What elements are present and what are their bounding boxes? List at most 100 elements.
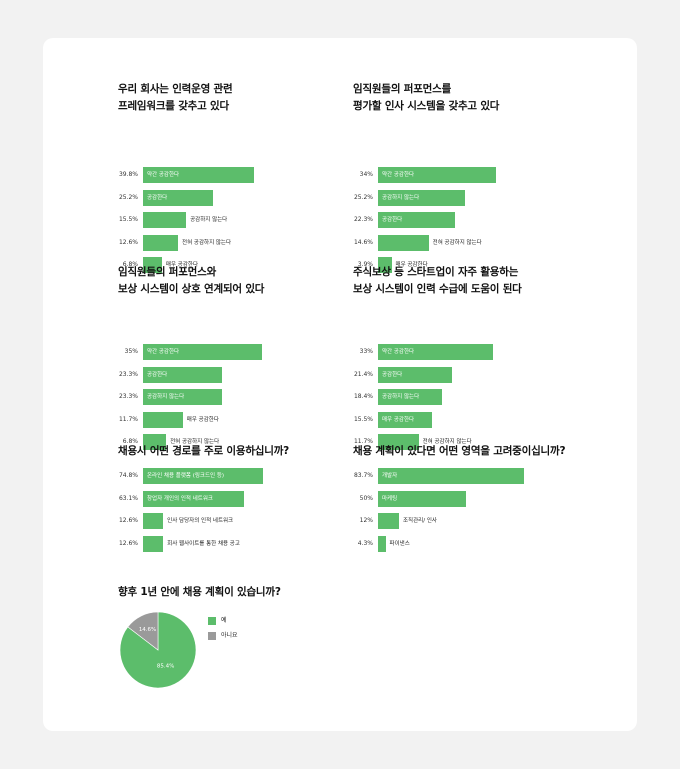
bar-value-label: 14.6% xyxy=(353,238,373,246)
bar xyxy=(378,257,392,273)
bar xyxy=(143,490,244,507)
chart-hiring-areas: 채용 계획이 있다면 어떤 영역을 고려중이십니까? 83.7% 개발자 50% 마케… xyxy=(353,443,613,563)
bar xyxy=(143,434,167,450)
bar-category-label: 약간 공감한다 xyxy=(147,172,180,178)
bar-category-label: 인사 담당자의 인적 네트워크 xyxy=(167,518,234,524)
bar xyxy=(143,344,262,360)
pie-slice-no xyxy=(127,611,159,651)
bar-category-label: 파이낸스 xyxy=(389,540,410,547)
bar-category-label: 마케팅 xyxy=(382,495,398,502)
bar-row: 15.5% 매우 공감한다 xyxy=(353,411,593,428)
bar-row: 83.7% 개발자 xyxy=(353,468,593,484)
bar-value-label: 6.8% xyxy=(122,261,138,268)
bar xyxy=(143,257,162,273)
bar-category-label: 전혀 공감하지 않는다 xyxy=(182,239,232,246)
chart-title: 주식보상 등 스타트업이 자주 활용하는 보상 시스템이 인력 수급에 도움이 … xyxy=(353,266,522,295)
bar-value-label: 11.7% xyxy=(118,415,138,423)
bar-value-label: 35% xyxy=(124,348,138,355)
bar-row: 4.3% 파이낸스 xyxy=(353,535,593,552)
bar-category-label: 공감하지 않는다 xyxy=(147,394,185,400)
pie-value-label: 85.4% xyxy=(157,663,174,669)
pie-chart: 85.4% 14.6% xyxy=(119,611,197,689)
legend-swatch xyxy=(208,617,216,625)
bar xyxy=(143,234,179,251)
bar xyxy=(143,513,164,529)
pie-value-label: 14.6% xyxy=(139,627,156,633)
bar-value-label: 25.2% xyxy=(353,193,373,201)
bar xyxy=(378,490,466,507)
bar xyxy=(378,189,466,206)
legend-label: 아니요 xyxy=(221,632,238,639)
bar-value-label: 12.6% xyxy=(118,238,138,246)
bar-value-label: 23.3% xyxy=(118,393,138,400)
bar-row: 12.6% 전혀 공감하지 않는다 xyxy=(118,234,358,251)
bar-row: 11.7% 전혀 공감하지 않는다 xyxy=(353,434,593,450)
bar-value-label: 23.3% xyxy=(118,370,138,378)
bar-value-label: 15.5% xyxy=(118,216,138,223)
bar-value-label: 11.7% xyxy=(353,438,373,445)
bar-row: 25.2% 공감한다 xyxy=(118,189,358,206)
legend-label: 예 xyxy=(221,617,227,624)
bar-row: 23.3% 공감하지 않는다 xyxy=(118,389,358,405)
bar-row: 12.6% 회사 웹사이트를 통한 채용 공고 xyxy=(118,535,358,552)
bar-value-label: 4.3% xyxy=(357,539,373,547)
pie-slice-yes xyxy=(119,611,197,689)
bar-category-label: 온라인 채용 플랫폼 (링크드인 등) xyxy=(147,473,225,479)
bar-row: 35% 약간 공감한다 xyxy=(118,344,358,360)
bar-category-label: 공감한다 xyxy=(382,371,403,378)
bar-value-label: 12.6% xyxy=(118,517,138,524)
bar xyxy=(378,513,399,529)
bar-row: 74.8% 온라인 채용 플랫폼 (링크드인 등) xyxy=(118,468,358,484)
bar-value-label: 74.8% xyxy=(118,472,138,479)
bar-value-label: 21.4% xyxy=(353,370,373,378)
bar-category-label: 약간 공감한다 xyxy=(382,172,415,178)
bar-value-label: 63.1% xyxy=(118,494,138,502)
bar-value-label: 33% xyxy=(359,348,373,355)
bar xyxy=(378,234,429,251)
bar-value-label: 3.9% xyxy=(357,261,373,268)
chart-hiring-channels: 채용시 어떤 경로를 주로 이용하십니까? 74.8% 온라인 채용 플랫폼 (링… xyxy=(118,443,348,563)
bar xyxy=(378,212,456,228)
bar xyxy=(378,468,525,484)
bar-category-label: 개발자 xyxy=(382,473,398,479)
bar-category-label: 공감한다 xyxy=(147,371,168,378)
bar-value-label: 25.2% xyxy=(118,193,138,201)
bar-row: 11.7% 매우 공감한다 xyxy=(118,411,358,428)
chart-title: 우리 회사는 인력운영 관련 프레임워크를 갖추고 있다 xyxy=(118,83,233,112)
bar-value-label: 22.3% xyxy=(353,216,373,223)
bar-row: 34% 약간 공감한다 xyxy=(353,167,593,183)
bar xyxy=(378,411,432,428)
bar-row: 39.8% 약간 공감한다 xyxy=(118,167,358,183)
legend-swatch xyxy=(208,632,216,640)
bar xyxy=(143,535,164,552)
bar xyxy=(143,468,263,484)
bar-value-label: 12.6% xyxy=(118,539,138,547)
bar-category-label: 매우 공감한다 xyxy=(165,262,198,268)
chart-stock-compensation: 주식보상 등 스타트업이 자주 활용하는 보상 시스템이 인력 수급에 도움이 … xyxy=(353,264,603,450)
chart-hiring-plan: 향후 1년 안에 채용 계획이 있습니까? 85.4% 14.6% 예 아니요 xyxy=(118,584,418,724)
bar-value-label: 18.4% xyxy=(353,393,373,400)
bar-row: 63.1% 창업자 개인의 인적 네트워크 xyxy=(118,490,358,507)
bar-row: 6.8% 매우 공감한다 xyxy=(118,257,358,273)
bar-row: 18.4% 공감하지 않는다 xyxy=(353,389,593,405)
bar xyxy=(378,366,453,383)
bar xyxy=(143,411,183,428)
survey-card: 우리 회사는 인력운영 관련 프레임워크를 갖추고 있다 39.8% 약간 공감한… xyxy=(43,38,637,731)
bar-category-label: 공감한다 xyxy=(382,217,403,223)
bar-category-label: 매우 공감한다 xyxy=(382,416,415,423)
bar-row: 6.8% 전혀 공감하지 않는다 xyxy=(118,434,358,450)
bar-category-label: 공감한다 xyxy=(147,194,168,201)
bar-category-label: 공감하지 않는다 xyxy=(382,194,420,201)
bar-category-label: 매우 공감한다 xyxy=(186,416,219,423)
bar-category-label: 약간 공감한다 xyxy=(147,349,180,355)
bar-row: 23.3% 공감한다 xyxy=(118,366,358,383)
chart-performance-compensation: 임직원들의 퍼포먼스와 보상 시스템이 상호 연계되어 있다 35% 약간 공감한… xyxy=(118,264,348,450)
bar-category-label: 창업자 개인의 인적 네트워크 xyxy=(147,495,213,502)
bar-category-label: 전혀 공감하지 않는다 xyxy=(432,239,482,246)
bar-row: 22.3% 공감한다 xyxy=(353,212,593,228)
bar-category-label: 공감하지 않는다 xyxy=(382,394,420,400)
bar-value-label: 83.7% xyxy=(353,472,373,479)
bar xyxy=(143,167,254,183)
bar-row: 25.2% 공감하지 않는다 xyxy=(353,189,593,206)
